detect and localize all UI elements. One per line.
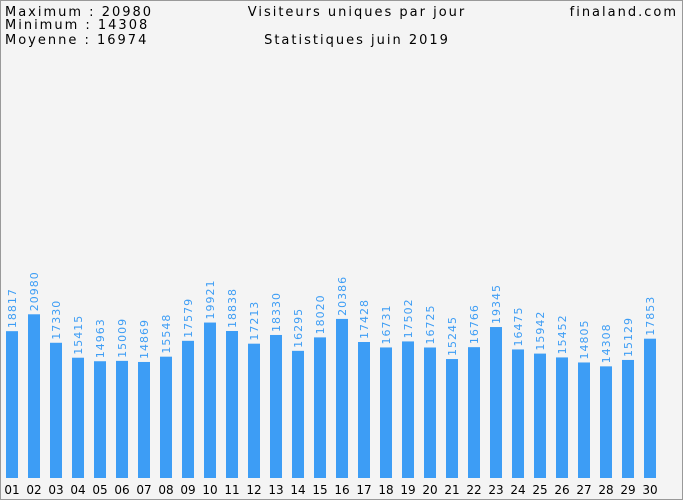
chart-subtitle: Statistiques juin 2019	[264, 33, 450, 48]
bar	[512, 349, 524, 478]
value-label: 16295	[292, 308, 305, 348]
bar	[644, 338, 656, 478]
x-tick-label: 11	[224, 483, 239, 497]
bar	[336, 318, 348, 478]
value-label: 14308	[600, 323, 613, 363]
value-label: 20980	[28, 271, 41, 311]
bar	[248, 343, 260, 478]
bar	[314, 337, 326, 478]
bar	[600, 366, 612, 478]
value-label: 15129	[622, 317, 635, 357]
x-tick-label: 06	[114, 483, 129, 497]
bar	[556, 357, 568, 478]
bar	[292, 350, 304, 478]
bar	[622, 359, 634, 478]
x-tick-label: 24	[510, 483, 525, 497]
bar	[490, 327, 502, 478]
x-tick-label: 13	[268, 483, 283, 497]
value-label: 16725	[424, 304, 437, 344]
x-tick-label: 28	[598, 483, 613, 497]
bar	[116, 360, 128, 478]
x-tick-label: 10	[202, 483, 217, 497]
value-label: 14805	[578, 319, 591, 359]
value-label: 17853	[644, 296, 657, 336]
value-label: 19921	[204, 280, 217, 320]
bar	[6, 331, 18, 478]
bar	[424, 347, 436, 478]
x-tick-label: 05	[92, 483, 107, 497]
bar	[138, 361, 150, 478]
value-label: 18330	[270, 292, 283, 332]
x-tick-label: 07	[136, 483, 151, 497]
value-label: 18020	[314, 294, 327, 334]
bar	[182, 340, 194, 478]
value-label: 15942	[534, 311, 547, 351]
value-label: 17330	[50, 300, 63, 340]
value-label: 15245	[446, 316, 459, 356]
value-label: 16731	[380, 304, 393, 344]
value-label: 17213	[248, 301, 261, 341]
value-label: 17579	[182, 298, 195, 338]
x-tick-label: 21	[444, 483, 459, 497]
x-tick-label: 25	[532, 483, 547, 497]
chart-title: Visiteurs uniques par jour	[248, 5, 467, 20]
value-label: 19345	[490, 284, 503, 324]
bar	[160, 356, 172, 478]
x-tick-label: 18	[378, 483, 393, 497]
bar	[534, 353, 546, 478]
bar	[446, 359, 458, 478]
value-label: 18817	[6, 288, 19, 328]
x-tick-label: 03	[48, 483, 63, 497]
bar	[72, 357, 84, 478]
x-tick-label: 14	[290, 483, 305, 497]
value-label: 17502	[402, 298, 415, 338]
x-tick-label: 19	[400, 483, 415, 497]
bar	[578, 362, 590, 478]
x-tick-label: 12	[246, 483, 261, 497]
x-tick-label: 04	[70, 483, 85, 497]
value-label: 14869	[138, 319, 151, 359]
x-tick-label: 09	[180, 483, 195, 497]
x-tick-label: 26	[554, 483, 569, 497]
value-label: 18838	[226, 288, 239, 328]
site-name: finaland.com	[570, 5, 678, 20]
bar	[358, 342, 370, 478]
x-tick-label: 27	[576, 483, 591, 497]
bar	[380, 347, 392, 478]
bar	[402, 341, 414, 478]
x-tick-label: 17	[356, 483, 371, 497]
stat-min: Minimum : 14308	[5, 18, 149, 33]
x-tick-label: 08	[158, 483, 173, 497]
bar	[270, 334, 282, 478]
x-tick-label: 22	[466, 483, 481, 497]
stat-avg: Moyenne : 16974	[5, 33, 148, 48]
value-label: 15009	[116, 318, 129, 358]
x-tick-label: 16	[334, 483, 349, 497]
value-label: 15415	[72, 315, 85, 355]
x-tick-label: 23	[488, 483, 503, 497]
value-label: 14963	[94, 318, 107, 358]
value-label: 15452	[556, 314, 569, 354]
bar	[226, 331, 238, 478]
bar	[50, 342, 62, 478]
value-label: 15548	[160, 314, 173, 354]
bar	[468, 347, 480, 478]
value-label: 20386	[336, 276, 349, 316]
bar	[28, 314, 40, 478]
bar	[94, 361, 106, 478]
x-tick-label: 15	[312, 483, 327, 497]
stat-max: Maximum : 20980	[5, 5, 153, 20]
x-tick-label: 29	[620, 483, 635, 497]
x-tick-label: 30	[642, 483, 657, 497]
x-tick-label: 20	[422, 483, 437, 497]
value-label: 17428	[358, 299, 371, 339]
value-label: 16766	[468, 304, 481, 344]
value-label: 16475	[512, 306, 525, 346]
x-tick-label: 01	[4, 483, 19, 497]
x-tick-label: 02	[26, 483, 41, 497]
bar	[204, 322, 216, 478]
